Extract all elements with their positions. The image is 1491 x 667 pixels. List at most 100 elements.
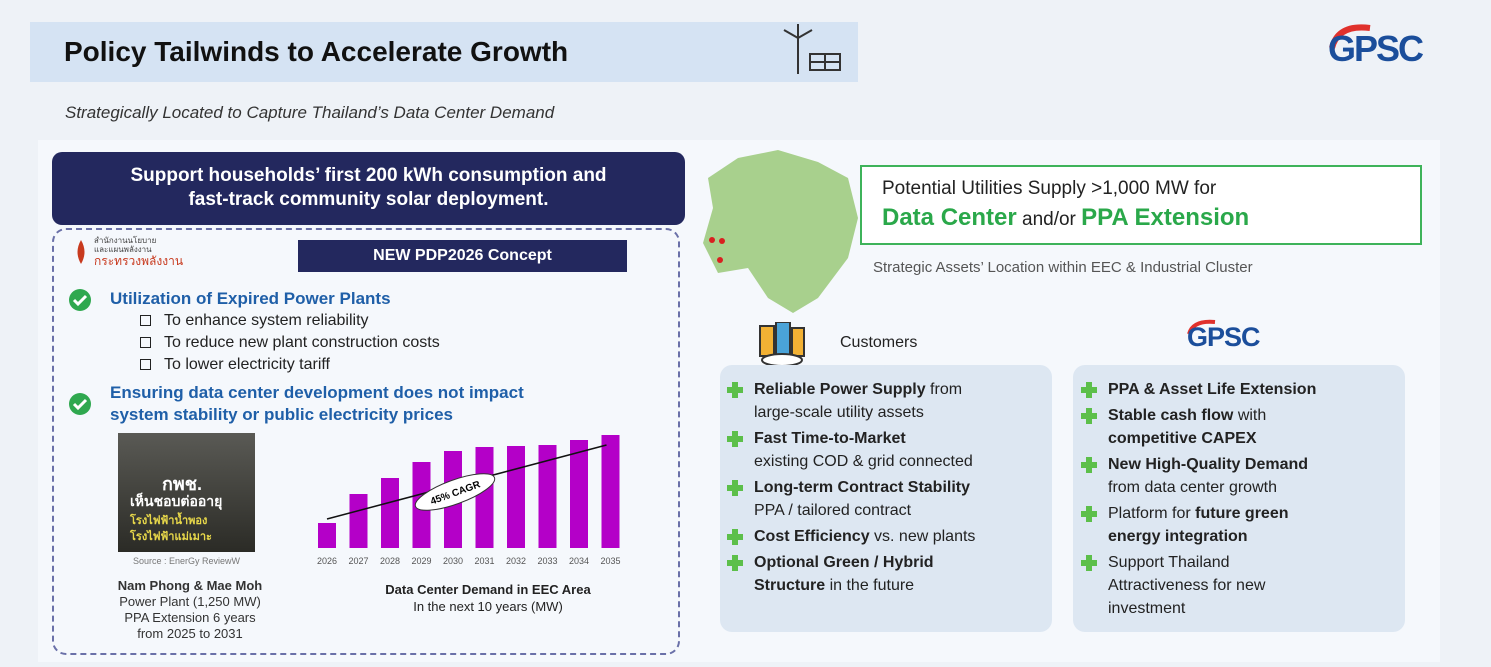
check-mark	[72, 294, 88, 307]
caption-line: from 2025 to 2031	[137, 626, 243, 641]
item-line: energy integration	[1108, 525, 1316, 548]
item-line: Platform for future green	[1108, 502, 1316, 525]
photo-source: Source : EnerGy ReviewW	[132, 556, 241, 566]
checkbox	[140, 337, 151, 348]
caption-line: Nam Phong & Mae Moh	[117, 578, 263, 593]
x-tick-label: 2029	[411, 556, 431, 566]
plus-icon	[727, 555, 743, 571]
item-line: Stable cash flow with	[1108, 404, 1316, 427]
checkbox	[140, 315, 151, 326]
plus-icon	[1081, 408, 1097, 424]
item-text: Stable cash flow	[1108, 407, 1234, 424]
item-text: investment	[1108, 600, 1186, 617]
ministry-logo: สำนักงานนโยบาย และแผนพลังงาน กระทรวงพลัง…	[72, 236, 183, 268]
supply-line2: Data Center and/or PPA Extension	[882, 204, 1249, 232]
item-line: Optional Green / Hybrid	[754, 551, 975, 574]
supply-text: Data Center	[882, 204, 1017, 231]
cagr-badge	[414, 473, 496, 511]
list-item: Optional Green / Hybrid Structure in the …	[726, 551, 975, 597]
plus-icon	[1081, 457, 1097, 473]
list-item: PPA & Asset Life Extension	[1080, 378, 1316, 401]
chart-caption: Data Center Demand in EEC Area In the ne…	[338, 581, 638, 615]
caption-line: Power Plant (1,250 MW)	[119, 594, 261, 609]
section-heading: Utilization of Expired Power Plants	[110, 289, 391, 308]
item-text: with	[1233, 407, 1267, 424]
item-text: from	[925, 381, 963, 398]
concept-label: NEW PDP2026 Concept	[298, 240, 627, 272]
list-item: Stable cash flow with competitive CAPEX	[1080, 404, 1316, 450]
item-text: large-scale utility assets	[754, 404, 924, 421]
item-line: from data center growth	[1108, 476, 1316, 499]
sections: Utilization of Expired Power Plants To en…	[66, 288, 666, 432]
section-item: To lower electricity tariff	[110, 354, 666, 376]
ministry-name: และแผนพลังงาน	[94, 245, 152, 254]
plus	[727, 480, 743, 496]
logo-text: GPSC	[1328, 28, 1424, 69]
x-tick-label: 2033	[537, 556, 557, 566]
gpsc-logo-arc	[1187, 319, 1216, 335]
item-text: energy integration	[1108, 528, 1248, 545]
demand-chart: 2026 2027 2028 2029 2030 2031 2032 2033 2034 2035…	[317, 435, 621, 566]
chart-caption-line: In the next 10 years (MW)	[413, 599, 563, 614]
list-item: Support Thailand Attractiveness for new in…	[1080, 551, 1316, 620]
concept-frame	[52, 228, 680, 655]
item-text: Support Thailand	[1108, 554, 1230, 571]
section-heading: Ensuring data center development does no…	[110, 383, 524, 402]
logo-arc	[1329, 24, 1371, 49]
list-item: Reliable Power Supply from large-scale ut…	[726, 378, 975, 424]
item-text: Platform for	[1108, 505, 1196, 522]
plus-icon	[1081, 506, 1097, 522]
item-text: Optional Green / Hybrid	[754, 554, 934, 571]
list-item: Platform for future green energy integrat…	[1080, 502, 1316, 548]
photo-text: โรงไฟฟ้าน้ำพอง	[130, 515, 208, 527]
item-line: Support Thailand	[1108, 551, 1316, 574]
title-bar	[30, 22, 858, 82]
plus-icon	[1081, 555, 1097, 571]
location-caption: Strategic Assets’ Location within EEC & …	[873, 259, 1253, 276]
bar	[601, 435, 620, 548]
list-item: New High-Quality Demand from data center …	[1080, 453, 1316, 499]
bar	[538, 445, 557, 548]
ministry-emblem	[77, 240, 85, 264]
plus	[1081, 506, 1097, 522]
item-text: Reliable Power Supply	[754, 381, 926, 398]
banner-line: fast-track community solar deployment.	[188, 189, 549, 210]
item-text: Structure	[754, 577, 826, 594]
item-line: large-scale utility assets	[754, 401, 975, 424]
gpsc-logo-text: GPSC	[1187, 322, 1261, 352]
x-tick-label: 2032	[506, 556, 526, 566]
item-text: New High-Quality Demand	[1108, 456, 1309, 473]
item-line: competitive CAPEX	[1108, 427, 1316, 450]
list-item: Cost Efficiency vs. new plants	[726, 525, 975, 548]
photo-text: กพช.	[162, 474, 202, 494]
item-text: Cost Efficiency	[754, 528, 870, 545]
item-line: Cost Efficiency vs. new plants	[754, 525, 975, 548]
plus	[1081, 408, 1097, 424]
supply-text: and/or	[1016, 209, 1082, 230]
list-item: Fast Time-to-Market existing COD & grid …	[726, 427, 975, 473]
photo-text: โรงไฟฟ้าแม่เมาะ	[130, 531, 212, 543]
item-text: PPA & Asset Life Extension	[1108, 381, 1317, 398]
plus-icon	[727, 480, 743, 496]
caption-line: PPA Extension 6 years	[124, 610, 256, 625]
plus-icon	[727, 431, 743, 447]
checkbox	[140, 359, 151, 370]
x-tick-label: 2027	[348, 556, 368, 566]
item-text: Long-term Contract Stability	[754, 479, 971, 496]
item-line: Attractiveness for new	[1108, 574, 1316, 597]
item-line: Reliable Power Supply from	[754, 378, 975, 401]
item-text: from data center growth	[1108, 479, 1277, 496]
logo: GPSC	[1318, 18, 1458, 74]
item-text: To enhance system reliability	[164, 312, 369, 329]
section-item: To enhance system reliability	[110, 310, 666, 332]
ministry-name: กระทรวงพลังงาน	[94, 254, 184, 268]
supply-line1: Potential Utilities Supply >1,000 MW for	[882, 178, 1217, 199]
wind-solar-icon	[783, 24, 841, 74]
customers-icon	[759, 322, 805, 367]
item-line: Long-term Contract Stability	[754, 476, 975, 499]
item-line: existing COD & grid connected	[754, 450, 975, 473]
banner-line: Support households’ first 200 kWh consum…	[130, 165, 607, 186]
section-item: To reduce new plant construction costs	[110, 332, 666, 354]
gpsc-panel	[1073, 365, 1405, 632]
